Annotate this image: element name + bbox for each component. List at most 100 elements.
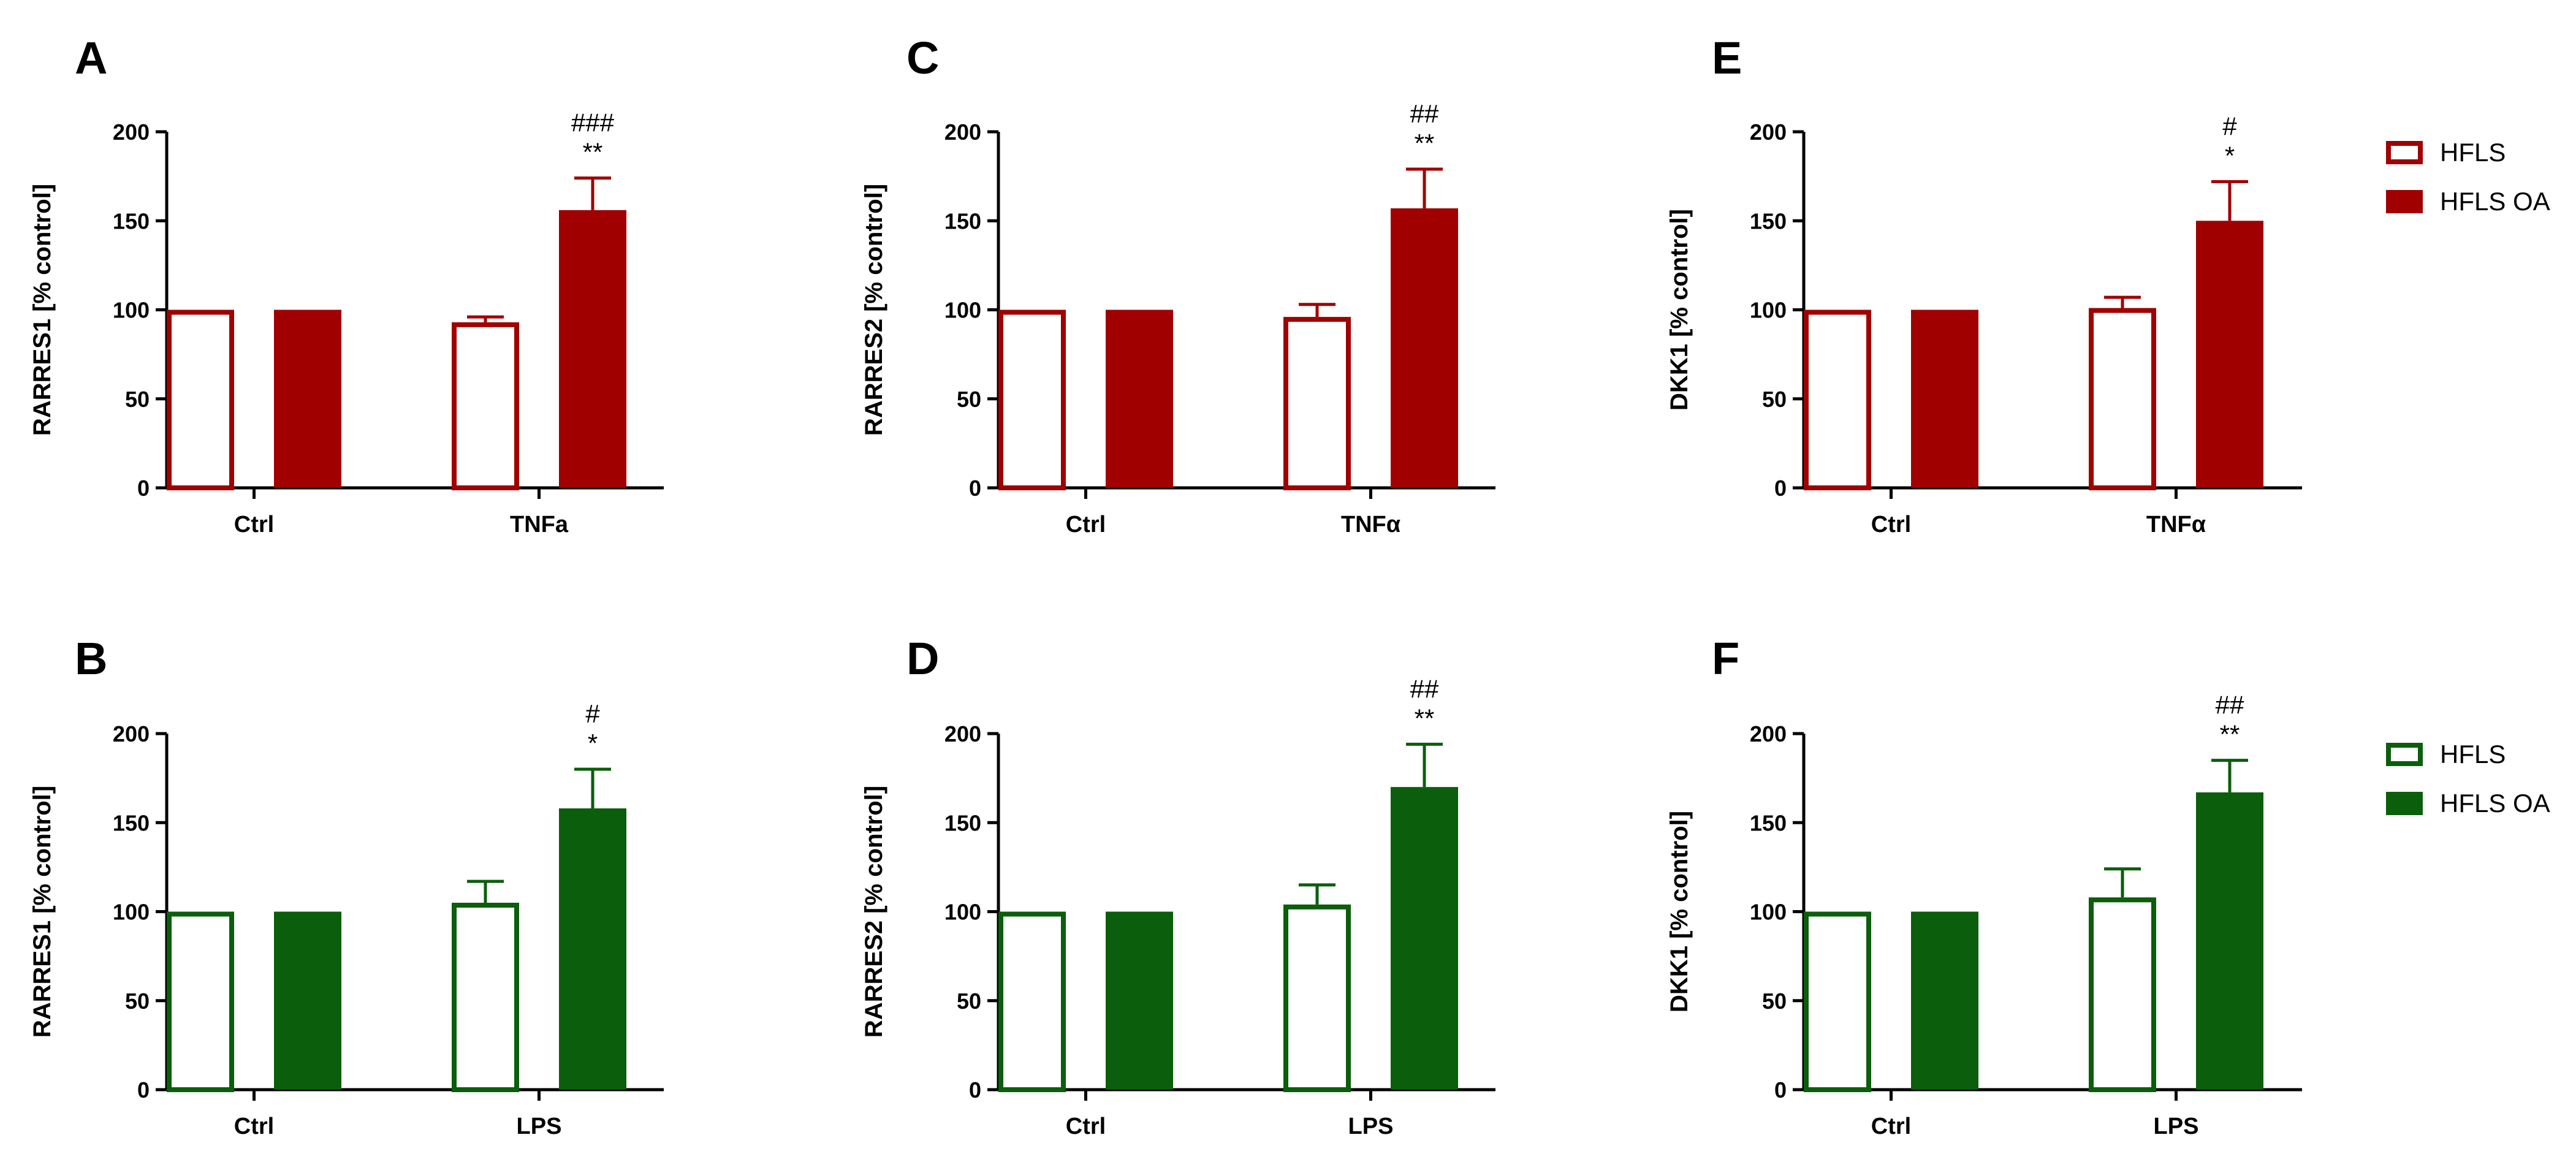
bar-hfls-1 [452, 902, 519, 1092]
bar-hfls-0 [1804, 911, 1871, 1092]
panel-letter: B [75, 633, 107, 684]
x-tick-label: LPS [2154, 1114, 2199, 1139]
y-tick-label: 150 [944, 208, 981, 234]
y-axis-label: RARRES2 [% control] [861, 184, 887, 436]
legend-swatch-filled [2386, 190, 2423, 213]
y-tick-label: 0 [1774, 1077, 1787, 1103]
significance-mark: ## [1410, 99, 1439, 128]
bar-hfls-oa-0 [1106, 911, 1173, 1090]
x-tick-label: TNFα [2146, 512, 2206, 537]
y-tick-label: 200 [113, 721, 150, 746]
y-axis-label: RARRES1 [% control] [29, 184, 56, 436]
y-axis-label: DKK1 [% control] [1666, 811, 1693, 1012]
y-tick-label: 0 [969, 1077, 981, 1103]
legend-swatch-filled [2386, 792, 2423, 815]
y-axis-label: RARRES2 [% control] [861, 786, 887, 1038]
bar-hfls-oa-1 [559, 808, 626, 1090]
legend-label: HFLS OA [2440, 187, 2550, 216]
panel-d: D RARRES2 [% control] 0 50 100 150 200 Ctrl LPS #… [861, 633, 1495, 1139]
y-tick-label: 150 [113, 810, 150, 835]
bar-hfls-0 [1804, 309, 1871, 490]
bar-hfls-oa-1 [2196, 221, 2263, 488]
bar-hfls-oa-1 [559, 210, 626, 488]
y-tick-label: 0 [1774, 476, 1787, 501]
x-tick-label: LPS [517, 1114, 562, 1139]
legend-swatch-open [2386, 743, 2423, 766]
panel-letter: A [75, 32, 107, 83]
y-tick-label: 100 [944, 298, 981, 323]
significance-mark: * [588, 729, 598, 758]
y-tick-label: 150 [113, 208, 150, 234]
bar-hfls-oa-1 [1391, 208, 1458, 488]
x-tick-label: Ctrl [234, 1114, 274, 1139]
y-tick-label: 100 [113, 900, 150, 925]
y-tick-label: 50 [125, 989, 150, 1014]
x-tick-label: Ctrl [1871, 1114, 1911, 1139]
bar-hfls-1 [452, 322, 519, 491]
y-tick-label: 100 [113, 298, 150, 323]
panel-letter: E [1712, 32, 1742, 83]
bar-hfls-oa-0 [1911, 309, 1978, 488]
significance-mark: ** [1415, 129, 1435, 158]
panel-f: F DKK1 [% control] 0 50 100 150 200 Ctrl LPS ##** [1666, 633, 2302, 1139]
y-tick-label: 50 [957, 989, 981, 1014]
significance-mark: # [2222, 112, 2237, 140]
legend-label: HFLS [2440, 740, 2506, 769]
bar-hfls-0 [167, 309, 234, 490]
bar-hfls-oa-0 [274, 309, 341, 488]
significance-mark: ### [571, 108, 615, 137]
x-tick-label: TNFa [510, 512, 569, 537]
y-tick-label: 50 [1762, 989, 1787, 1014]
x-tick-label: Ctrl [1871, 512, 1911, 537]
y-tick-label: 50 [1762, 387, 1787, 412]
y-tick-label: 150 [1750, 810, 1787, 835]
bar-hfls-1 [1283, 904, 1351, 1092]
bar-hfls-oa-0 [1911, 911, 1978, 1090]
y-tick-label: 50 [125, 387, 150, 412]
y-tick-label: 200 [944, 120, 981, 145]
y-axis-label: DKK1 [% control] [1666, 209, 1693, 411]
y-tick-label: 0 [137, 476, 150, 501]
bar-hfls-oa-0 [274, 911, 341, 1090]
x-tick-label: LPS [1348, 1114, 1394, 1139]
y-tick-label: 100 [1750, 298, 1787, 323]
y-tick-label: 50 [957, 387, 981, 412]
significance-mark: ** [1415, 704, 1435, 732]
y-tick-label: 150 [1750, 208, 1787, 234]
bar-hfls-oa-0 [1106, 309, 1173, 488]
x-tick-label: Ctrl [1066, 512, 1106, 537]
x-tick-label: Ctrl [1066, 1114, 1106, 1139]
panel-e: E DKK1 [% control] 0 50 100 150 200 Ctrl TNFα #* [1666, 32, 2302, 537]
bar-hfls-1 [2089, 897, 2156, 1092]
bar-hfls-1 [1283, 317, 1351, 490]
legend-green: HFLS HFLS OA [2386, 740, 2550, 818]
panel-letter: F [1712, 633, 1739, 684]
y-tick-label: 200 [113, 120, 150, 145]
bar-hfls-1 [2089, 308, 2156, 490]
panel-letter: C [906, 32, 939, 83]
y-tick-label: 100 [1750, 900, 1787, 925]
panel-letter: D [906, 633, 939, 684]
y-tick-label: 150 [944, 810, 981, 835]
bar-hfls-oa-1 [2196, 792, 2263, 1090]
bar-hfls-0 [998, 309, 1066, 490]
bar-hfls-0 [167, 911, 234, 1092]
y-tick-label: 200 [944, 721, 981, 746]
bar-hfls-0 [998, 911, 1066, 1092]
significance-mark: ## [1410, 674, 1439, 703]
y-axis-label: RARRES1 [% control] [29, 786, 56, 1038]
legend-swatch-open [2386, 141, 2423, 164]
significance-mark: ** [583, 138, 603, 167]
panel-c: C RARRES2 [% control] 0 50 100 150 200 Ctrl TNFα… [861, 32, 1495, 537]
legend-label: HFLS OA [2440, 789, 2550, 818]
y-tick-label: 200 [1750, 721, 1787, 746]
legend-label: HFLS [2440, 138, 2506, 167]
panel-a: A RARRES1 [% control] 0 50 100 150 200 Ctrl TNFa… [29, 32, 664, 537]
significance-mark: # [585, 699, 600, 728]
panel-b: B RARRES1 [% control] 0 50 100 150 200 Ctrl LPS #… [29, 633, 664, 1139]
significance-mark: ## [2216, 691, 2244, 720]
legend-red: HFLS HFLS OA [2386, 138, 2550, 216]
significance-mark: * [2225, 141, 2235, 170]
y-tick-label: 100 [944, 900, 981, 925]
